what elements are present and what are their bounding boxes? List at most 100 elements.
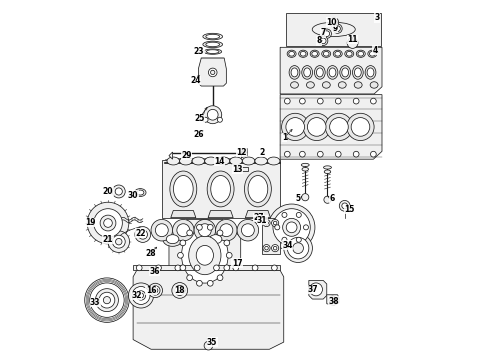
Circle shape: [132, 287, 150, 305]
Ellipse shape: [243, 157, 255, 165]
Ellipse shape: [207, 171, 234, 207]
Text: 36: 36: [149, 267, 160, 276]
Polygon shape: [198, 58, 226, 86]
Ellipse shape: [206, 232, 225, 246]
Circle shape: [283, 219, 300, 236]
Circle shape: [153, 288, 158, 293]
Circle shape: [273, 209, 310, 246]
Circle shape: [204, 106, 221, 124]
Text: 37: 37: [307, 285, 318, 294]
Text: 31: 31: [257, 216, 268, 225]
Ellipse shape: [167, 157, 179, 165]
Circle shape: [331, 19, 337, 25]
Circle shape: [217, 275, 223, 280]
Circle shape: [347, 38, 358, 48]
Circle shape: [135, 226, 151, 242]
Circle shape: [318, 151, 323, 157]
Circle shape: [273, 221, 277, 225]
Polygon shape: [280, 47, 382, 94]
Ellipse shape: [317, 68, 323, 77]
Text: 34: 34: [282, 241, 293, 250]
Polygon shape: [245, 211, 270, 218]
Ellipse shape: [170, 171, 197, 207]
Ellipse shape: [268, 157, 280, 165]
Ellipse shape: [209, 235, 222, 244]
Circle shape: [339, 201, 350, 211]
Text: 17: 17: [232, 259, 243, 268]
Ellipse shape: [205, 157, 217, 165]
Polygon shape: [242, 148, 247, 154]
Ellipse shape: [312, 51, 318, 56]
Circle shape: [136, 291, 146, 300]
Ellipse shape: [289, 66, 300, 79]
Circle shape: [285, 98, 290, 104]
Ellipse shape: [287, 50, 296, 57]
Polygon shape: [280, 95, 382, 159]
Circle shape: [187, 275, 193, 280]
Circle shape: [148, 283, 163, 298]
Circle shape: [282, 237, 287, 242]
Ellipse shape: [367, 68, 374, 77]
Circle shape: [224, 265, 230, 271]
Ellipse shape: [370, 82, 378, 88]
Ellipse shape: [135, 189, 146, 197]
Circle shape: [299, 98, 305, 104]
Circle shape: [90, 283, 124, 318]
Circle shape: [318, 36, 328, 45]
Text: 2: 2: [260, 148, 265, 157]
Circle shape: [353, 151, 359, 157]
Circle shape: [207, 109, 218, 120]
Ellipse shape: [327, 66, 338, 79]
Ellipse shape: [166, 235, 179, 244]
Text: 33: 33: [90, 298, 100, 307]
Ellipse shape: [302, 66, 313, 79]
Ellipse shape: [217, 157, 230, 165]
Text: 13: 13: [233, 165, 243, 174]
Ellipse shape: [322, 50, 331, 57]
Polygon shape: [169, 220, 241, 291]
Circle shape: [151, 220, 172, 241]
Circle shape: [271, 220, 279, 226]
Ellipse shape: [206, 34, 220, 39]
Ellipse shape: [312, 22, 355, 37]
Ellipse shape: [181, 228, 228, 283]
Circle shape: [286, 118, 304, 136]
Polygon shape: [262, 218, 280, 253]
Ellipse shape: [352, 66, 363, 79]
Ellipse shape: [189, 236, 221, 275]
Circle shape: [108, 231, 129, 252]
Circle shape: [220, 224, 233, 237]
Circle shape: [275, 225, 280, 230]
Text: 14: 14: [214, 157, 224, 166]
Text: 10: 10: [326, 18, 336, 27]
Circle shape: [303, 225, 309, 230]
Circle shape: [265, 221, 269, 225]
Circle shape: [177, 224, 190, 237]
Text: 25: 25: [194, 114, 204, 123]
Polygon shape: [309, 280, 327, 299]
Text: 22: 22: [135, 229, 146, 238]
Circle shape: [342, 203, 347, 209]
Text: 30: 30: [128, 190, 138, 199]
Circle shape: [233, 265, 239, 271]
Ellipse shape: [245, 171, 271, 207]
Text: 9: 9: [333, 24, 338, 33]
Ellipse shape: [322, 82, 330, 88]
Ellipse shape: [335, 51, 341, 56]
Circle shape: [216, 220, 237, 241]
Ellipse shape: [338, 82, 346, 88]
Polygon shape: [286, 13, 381, 45]
Circle shape: [128, 283, 153, 308]
Circle shape: [329, 18, 339, 27]
Circle shape: [138, 230, 147, 239]
Polygon shape: [242, 152, 247, 158]
Ellipse shape: [302, 167, 309, 171]
Circle shape: [116, 238, 122, 245]
Circle shape: [194, 265, 200, 271]
Ellipse shape: [354, 82, 362, 88]
Ellipse shape: [206, 50, 219, 54]
Circle shape: [203, 117, 208, 122]
Circle shape: [187, 230, 193, 236]
Ellipse shape: [342, 68, 348, 77]
Ellipse shape: [173, 176, 193, 202]
